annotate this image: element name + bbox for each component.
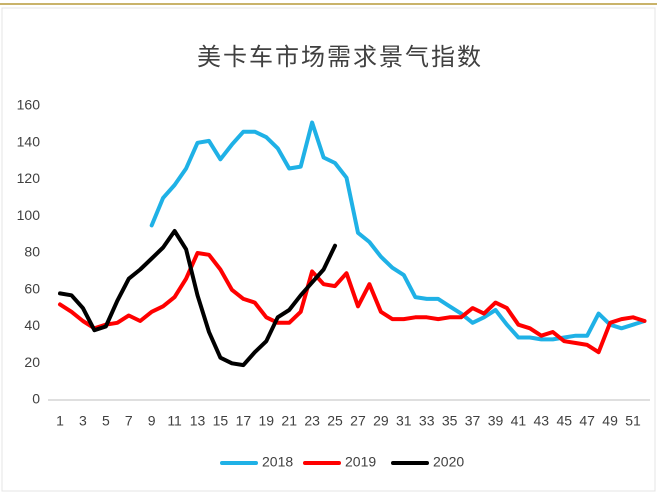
x-tick-label: 1 bbox=[56, 413, 64, 429]
x-tick-label: 5 bbox=[102, 413, 110, 429]
x-tick-label: 37 bbox=[465, 413, 481, 429]
y-tick-label: 120 bbox=[17, 170, 41, 186]
x-tick-label: 41 bbox=[511, 413, 527, 429]
y-tick-label: 140 bbox=[17, 133, 41, 149]
x-tick-label: 23 bbox=[304, 413, 320, 429]
x-tick-label: 9 bbox=[148, 413, 156, 429]
x-tick-label: 13 bbox=[190, 413, 206, 429]
x-tick-label: 45 bbox=[556, 413, 572, 429]
x-tick-label: 7 bbox=[125, 413, 133, 429]
x-tick-label: 17 bbox=[236, 413, 252, 429]
legend-label: 2020 bbox=[433, 454, 464, 470]
x-tick-label: 15 bbox=[213, 413, 229, 429]
x-tick-label: 31 bbox=[396, 413, 412, 429]
legend-label: 2018 bbox=[262, 454, 293, 470]
x-tick-label: 49 bbox=[602, 413, 618, 429]
y-tick-label: 0 bbox=[32, 391, 40, 407]
x-tick-label: 11 bbox=[167, 413, 182, 429]
x-tick-label: 35 bbox=[442, 413, 458, 429]
x-tick-label: 21 bbox=[281, 413, 297, 429]
y-tick-label: 20 bbox=[24, 354, 40, 370]
y-tick-label: 60 bbox=[24, 280, 40, 296]
x-tick-label: 33 bbox=[419, 413, 435, 429]
y-tick-label: 100 bbox=[17, 207, 41, 223]
y-tick-label: 40 bbox=[24, 317, 40, 333]
x-tick-label: 43 bbox=[534, 413, 550, 429]
legend-label: 2019 bbox=[345, 454, 376, 470]
series-line bbox=[58, 229, 337, 368]
x-tick-label: 39 bbox=[488, 413, 504, 429]
y-tick-label: 80 bbox=[24, 244, 40, 260]
x-tick-label: 27 bbox=[350, 413, 366, 429]
x-tick-label: 19 bbox=[258, 413, 274, 429]
x-tick-label: 3 bbox=[79, 413, 87, 429]
x-tick-label: 47 bbox=[579, 413, 595, 429]
y-tick-label: 160 bbox=[17, 97, 41, 113]
x-tick-label: 29 bbox=[373, 413, 389, 429]
chart-title: 美卡车市场需求景气指数 bbox=[197, 43, 483, 71]
x-tick-label: 25 bbox=[327, 413, 343, 429]
x-tick-label: 51 bbox=[625, 413, 641, 429]
series-line bbox=[58, 251, 647, 355]
frame bbox=[1, 7, 656, 492]
